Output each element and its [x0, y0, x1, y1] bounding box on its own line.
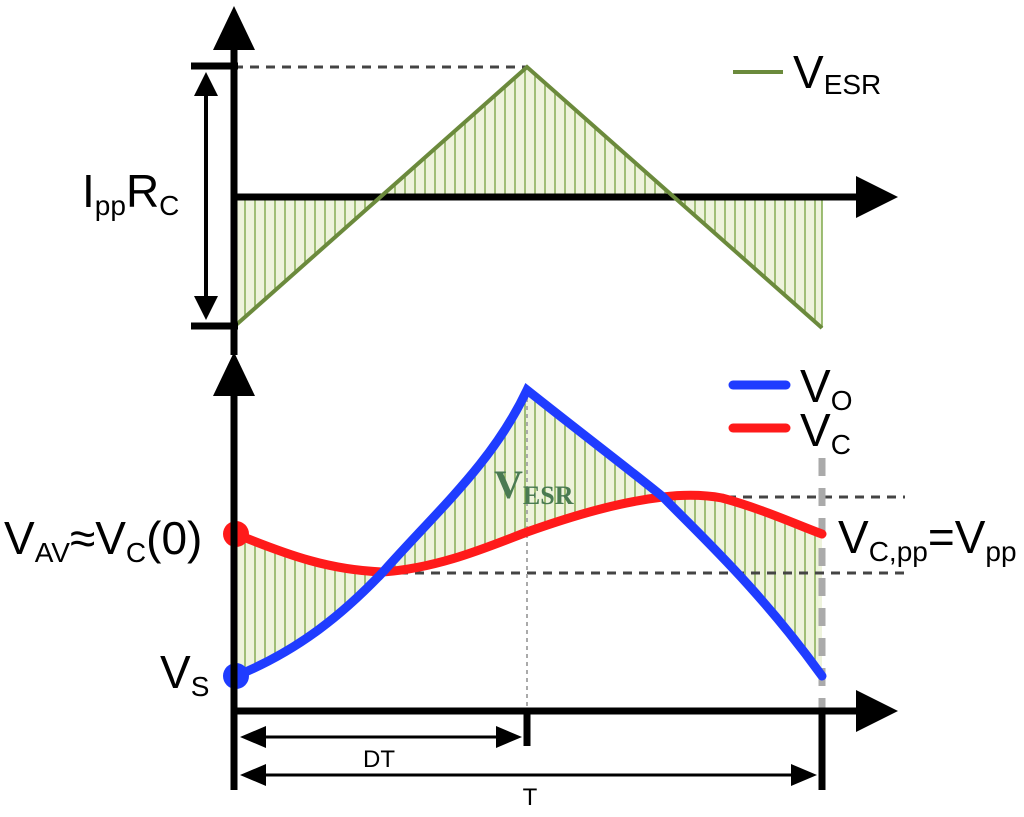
- ipprc-arrow-up: [194, 72, 218, 96]
- inline-vesr-label: VESR: [494, 462, 574, 510]
- dt-label: DT: [363, 746, 395, 773]
- top-plot: VESR IppRC: [82, 6, 898, 355]
- vav-label: VAV≈VC(0): [4, 512, 202, 568]
- dt-arrow-left: [240, 726, 266, 748]
- esr-area-2: [381, 68, 673, 197]
- t-arrow-left: [240, 764, 266, 786]
- ipprc-label: IppRC: [82, 165, 179, 221]
- t-arrow-right: [791, 764, 817, 786]
- vs-label: VS: [160, 646, 209, 702]
- top-y-axis-arrow: [213, 6, 255, 50]
- dt-arrow-right: [496, 726, 522, 748]
- ipprc-arrow-down: [194, 296, 218, 320]
- vesr-waveform: [234, 64, 824, 330]
- bottom-x-axis-arrow: [856, 690, 898, 732]
- vo-waveform: [231, 382, 827, 681]
- legend-vc-label: VC: [800, 404, 851, 460]
- bottom-plot: DT T VO VC VESR VAV≈VC(0) VS VC,pp=Vpp: [4, 352, 1017, 811]
- vcpp-label: VC,pp=Vpp: [838, 511, 1017, 567]
- vc-waveform: [231, 490, 827, 577]
- legend-vo-label: VO: [800, 360, 852, 416]
- legend-vesr-label: VESR: [793, 46, 881, 100]
- t-label: T: [523, 784, 538, 811]
- top-x-axis-arrow: [856, 176, 898, 218]
- bottom-y-axis-arrow: [213, 352, 255, 396]
